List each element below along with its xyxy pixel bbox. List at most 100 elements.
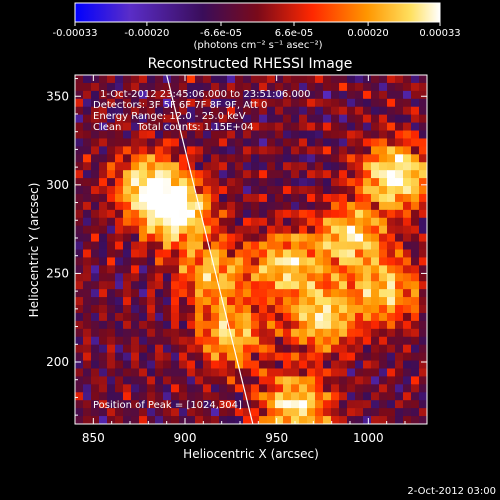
heatmap-cell (275, 106, 284, 116)
heatmap-cell (75, 320, 84, 330)
heatmap-cell (163, 400, 172, 409)
heatmap-cell (363, 400, 372, 409)
heatmap-cell (323, 257, 332, 266)
heatmap-cell (355, 352, 364, 362)
heatmap-cell (171, 352, 180, 362)
heatmap-cell (107, 328, 116, 338)
heatmap-cell (331, 241, 340, 251)
heatmap-cell (131, 106, 140, 116)
heatmap-cell (147, 249, 156, 259)
heatmap-cell (123, 90, 132, 100)
heatmap-cell (179, 193, 188, 203)
heatmap-cell (139, 281, 148, 290)
heatmap-cell (203, 154, 212, 163)
heatmap-cell (267, 328, 276, 338)
heatmap-cell (339, 336, 348, 346)
heatmap-cell (147, 217, 156, 227)
heatmap-cell (331, 75, 340, 84)
heatmap-cell (83, 368, 92, 378)
heatmap-cell (371, 376, 380, 385)
heatmap-cell (123, 257, 132, 266)
heatmap-cell (123, 130, 132, 140)
heatmap-cell (299, 249, 308, 259)
heatmap-cell (387, 336, 396, 346)
heatmap-cell (315, 249, 324, 259)
heatmap-cell (307, 170, 316, 179)
heatmap-cell (235, 289, 244, 298)
heatmap-cell (419, 154, 427, 163)
heatmap-cell (91, 154, 100, 163)
heatmap-cell (291, 297, 300, 306)
heatmap-cell (251, 384, 260, 393)
heatmap-cell (291, 233, 300, 243)
heatmap-cell (187, 241, 196, 251)
heatmap-cell (195, 241, 204, 251)
heatmap-cell (227, 400, 236, 409)
heatmap-cell (371, 201, 380, 211)
heatmap-cell (363, 320, 372, 330)
heatmap-cell (131, 344, 140, 354)
heatmap-cell (219, 217, 228, 227)
heatmap-cell (259, 114, 268, 124)
heatmap-cell (123, 122, 132, 132)
heatmap-cell (259, 201, 268, 211)
heatmap-cell (235, 233, 244, 243)
heatmap-cell (259, 257, 268, 266)
heatmap-cell (179, 186, 188, 195)
heatmap-cell (139, 289, 148, 298)
heatmap-cell (195, 130, 204, 140)
heatmap-cell (371, 328, 380, 338)
heatmap-cell (379, 281, 388, 290)
heatmap-cell (387, 170, 396, 179)
heatmap-cell (147, 114, 156, 124)
heatmap-cell (179, 106, 188, 116)
heatmap-cell (195, 90, 204, 100)
heatmap-cell (139, 114, 148, 124)
heatmap-cell (323, 416, 332, 424)
heatmap-cell (155, 360, 164, 370)
heatmap-cell (219, 273, 228, 282)
heatmap-cell (291, 130, 300, 140)
heatmap-cell (91, 360, 100, 370)
heatmap-cell (299, 154, 308, 163)
heatmap-cell (195, 320, 204, 330)
annotation-energy-range: Energy Range: 12.0 - 25.0 keV (93, 111, 246, 122)
heatmap-cell (91, 257, 100, 266)
heatmap-cell (123, 209, 132, 219)
heatmap-cell (283, 241, 292, 251)
heatmap-cell (107, 297, 116, 306)
heatmap-cell (83, 416, 92, 424)
heatmap-cell (387, 312, 396, 322)
heatmap-cell (107, 106, 116, 116)
heatmap-cell (115, 376, 124, 385)
heatmap-cell (163, 241, 172, 251)
heatmap-cell (387, 257, 396, 266)
heatmap-cell (115, 320, 124, 330)
heatmap-cell (363, 265, 372, 274)
heatmap-cell (171, 257, 180, 266)
heatmap-cell (371, 154, 380, 163)
heatmap-cell (395, 312, 404, 322)
heatmap-cell (107, 265, 116, 274)
heatmap-cell (131, 289, 140, 298)
heatmap-cell (363, 297, 372, 306)
heatmap-cell (75, 241, 84, 251)
heatmap-cell (91, 75, 100, 84)
heatmap-cell (211, 416, 220, 424)
heatmap-cell (163, 138, 172, 147)
heatmap-cell (123, 201, 132, 211)
heatmap-cell (395, 368, 404, 378)
heatmap-cell (259, 392, 268, 401)
heatmap-cell (123, 75, 132, 84)
heatmap-cell (107, 344, 116, 354)
heatmap-cell (195, 305, 204, 314)
heatmap-cell (155, 312, 164, 322)
heatmap-cell (91, 186, 100, 195)
heatmap-cell (235, 186, 244, 195)
heatmap-cell (219, 352, 228, 362)
heatmap-cell (315, 352, 324, 362)
heatmap-cell (355, 336, 364, 346)
heatmap-cell (139, 82, 148, 92)
heatmap-cell (211, 225, 220, 235)
heatmap-cell (275, 162, 284, 171)
